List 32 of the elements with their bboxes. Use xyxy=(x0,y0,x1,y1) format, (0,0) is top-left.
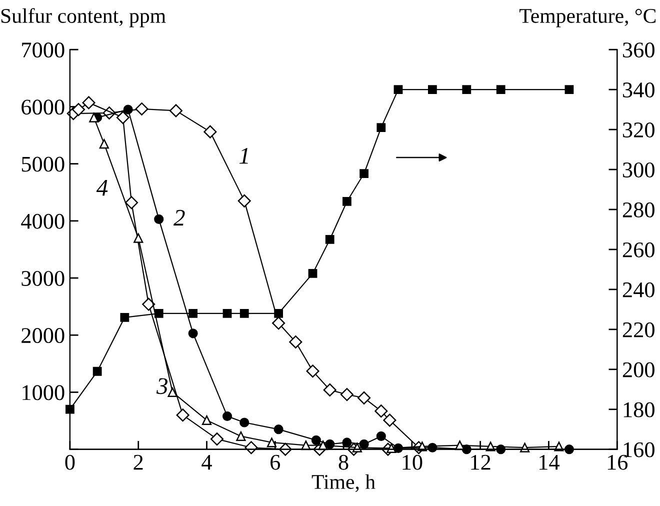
y2-tick-label: 320 xyxy=(623,122,654,138)
y2-tick-label: 260 xyxy=(622,242,654,258)
y-tick-label: 7000 xyxy=(22,42,64,58)
y2-tick-label: 200 xyxy=(622,362,654,378)
y2-tick-label: 280 xyxy=(622,202,654,218)
y2-tick-label: 240 xyxy=(622,282,654,298)
y2-tick-label: 300 xyxy=(623,162,654,178)
y2-tick-label: 340 xyxy=(623,82,654,98)
x-tick-label: 0 xyxy=(65,454,75,470)
x-tick-label: 14 xyxy=(540,454,560,470)
y-tick-label: 2000 xyxy=(22,328,64,344)
y2-tick-label: 180 xyxy=(624,402,654,418)
x-axis-title: Time, h xyxy=(312,474,376,492)
x-tick-label: 8 xyxy=(338,454,348,470)
y2-axis-title: Temperature, °C xyxy=(519,8,656,28)
y-tick-label: 6000 xyxy=(22,100,64,115)
y-tick-label: 5000 xyxy=(22,156,64,172)
x-tick-label: 6 xyxy=(270,454,280,470)
annotation: 4 xyxy=(96,180,108,196)
y-tick-label: 4000 xyxy=(21,214,64,229)
annotation: 3 xyxy=(156,378,168,394)
y2-tick-label: 220 xyxy=(622,322,654,338)
y-tick-label: 3000 xyxy=(22,270,64,286)
x-tick-label: 4 xyxy=(202,454,212,470)
y2-tick-label: 360 xyxy=(623,42,654,58)
y-axis-title: Sulfur content, ppm xyxy=(1,8,166,28)
annotation: 1 xyxy=(239,148,248,164)
y-tick-label: 1000 xyxy=(22,385,64,400)
x-tick-label: 2 xyxy=(134,454,143,470)
x-tick-label: 10 xyxy=(402,454,422,470)
x-tick-label: 12 xyxy=(471,454,490,470)
annotation: 2 xyxy=(173,210,185,226)
